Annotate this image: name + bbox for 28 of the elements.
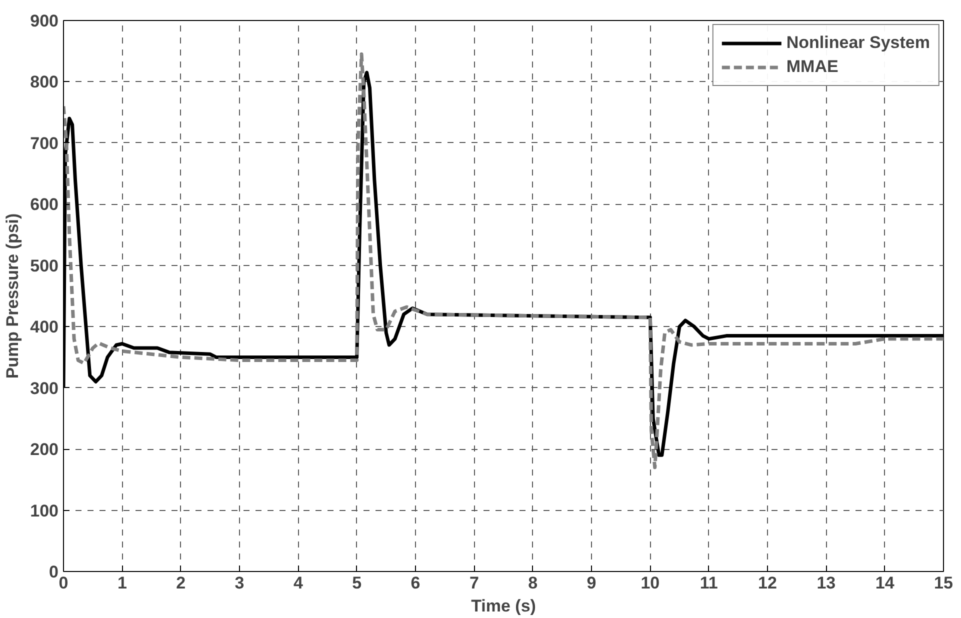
x-tick-label: 4 [293, 574, 304, 592]
y-tick-label: 500 [30, 256, 59, 276]
x-tick-label: 7 [469, 574, 479, 592]
y-tick-label: 900 [30, 12, 59, 30]
y-tick-label: 400 [30, 318, 59, 337]
x-tick-label: 14 [875, 574, 895, 592]
x-tick-label: 1 [117, 574, 127, 592]
x-tick-label: 5 [352, 574, 362, 592]
x-tick-label: 3 [234, 574, 244, 592]
x-axis-title: Time (s) [471, 596, 536, 616]
x-tick-label: 15 [934, 574, 953, 592]
y-tick-label: 800 [30, 72, 59, 92]
legend-label: MMAE [786, 57, 838, 77]
y-tick-label: 600 [30, 195, 59, 214]
x-tick-label: 9 [586, 574, 596, 592]
y-tick-label: 200 [30, 440, 59, 460]
legend-label: Nonlinear System [786, 33, 930, 53]
y-tick-label: 100 [30, 501, 59, 520]
x-tick-label: 2 [176, 574, 186, 592]
y-tick-label: 700 [30, 134, 59, 153]
x-tick-label: 10 [640, 574, 660, 592]
y-tick-label: 300 [30, 378, 59, 398]
x-tick-label: 12 [758, 574, 777, 592]
x-tick-label: 13 [816, 574, 836, 592]
x-tick-label: 11 [700, 574, 718, 592]
x-tick-label: 6 [410, 574, 420, 592]
x-tick-label: 8 [528, 574, 538, 592]
y-axis-title: Pump Pressure (psi) [3, 213, 22, 379]
